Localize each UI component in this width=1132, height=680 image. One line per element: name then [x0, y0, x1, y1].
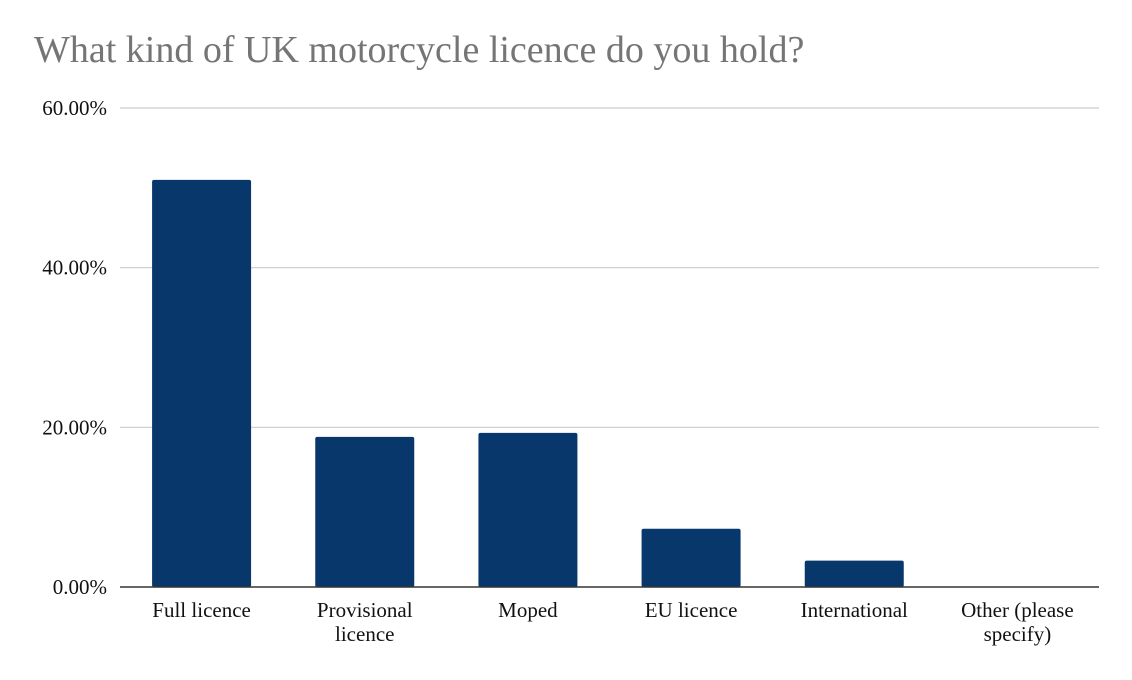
x-tick-label: specify): [984, 622, 1052, 646]
x-tick-label: Full licence: [152, 598, 251, 622]
x-tick-label: EU licence: [645, 598, 738, 622]
x-tick-label: Moped: [498, 598, 558, 622]
bar: [152, 179, 252, 587]
bar: [804, 560, 904, 587]
y-tick-label: 60.00%: [42, 96, 107, 120]
chart-title: What kind of UK motorcycle licence do yo…: [34, 29, 805, 71]
bar: [478, 432, 578, 587]
y-tick-label: 40.00%: [42, 256, 107, 280]
x-tick-label: Provisional: [317, 598, 413, 622]
x-tick-label: licence: [335, 622, 394, 646]
bar: [315, 436, 415, 587]
x-tick-label: International: [801, 598, 908, 622]
y-tick-label: 20.00%: [42, 415, 107, 439]
x-tick-label: Other (please: [961, 598, 1074, 622]
y-tick-label: 0.00%: [53, 575, 107, 599]
bar: [641, 528, 741, 587]
